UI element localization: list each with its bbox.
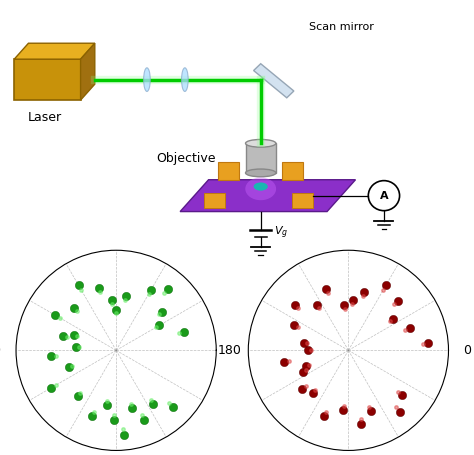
Polygon shape bbox=[292, 193, 313, 208]
Text: Objective: Objective bbox=[156, 152, 216, 165]
Ellipse shape bbox=[246, 139, 276, 147]
Polygon shape bbox=[218, 162, 239, 180]
Polygon shape bbox=[14, 59, 81, 100]
Ellipse shape bbox=[182, 68, 188, 91]
Polygon shape bbox=[254, 64, 294, 98]
Ellipse shape bbox=[254, 182, 268, 191]
Text: Scan mirror: Scan mirror bbox=[309, 22, 374, 32]
Ellipse shape bbox=[246, 177, 276, 200]
Text: A: A bbox=[380, 191, 388, 201]
Text: Laser: Laser bbox=[28, 111, 62, 125]
Polygon shape bbox=[282, 162, 303, 180]
Text: $V_g$: $V_g$ bbox=[274, 225, 288, 241]
Ellipse shape bbox=[246, 169, 276, 177]
Polygon shape bbox=[14, 43, 95, 59]
Polygon shape bbox=[81, 43, 95, 100]
Polygon shape bbox=[180, 180, 356, 212]
Circle shape bbox=[368, 181, 400, 211]
Ellipse shape bbox=[144, 68, 150, 91]
FancyBboxPatch shape bbox=[246, 143, 276, 173]
Polygon shape bbox=[204, 193, 225, 208]
